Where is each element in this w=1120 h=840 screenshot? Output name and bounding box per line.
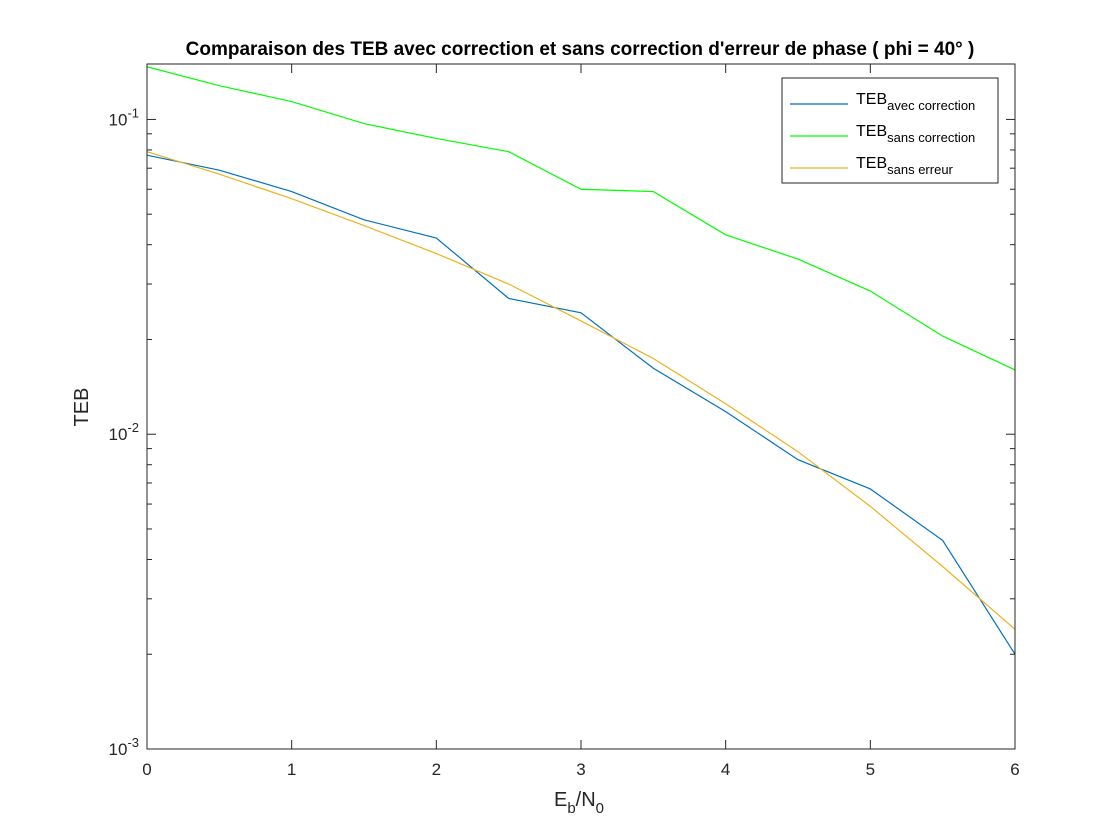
plot-frame xyxy=(146,63,1016,750)
x-tick-label: 1 xyxy=(287,760,296,779)
x-axis-label: Eb/N0 xyxy=(554,789,604,817)
y-ticks: 10-3 10-2 10-1 xyxy=(109,105,1015,759)
series-line-2 xyxy=(146,151,1016,630)
series-line-1 xyxy=(146,66,1016,371)
y-tick-label: 10-3 xyxy=(109,735,139,759)
x-tick-label: 5 xyxy=(866,760,875,779)
x-axis-label-mid: /N xyxy=(576,789,596,811)
x-tick-label: 6 xyxy=(1010,760,1019,779)
legend-entry-1: TEBsans correction xyxy=(856,123,975,145)
legend: TEBavec correction TEBsans correction TEBs… xyxy=(781,77,999,184)
x-axis-label-main: E xyxy=(554,789,567,811)
y-axis-label: TEB xyxy=(71,388,93,427)
legend-entry-0: TEBavec correction xyxy=(856,91,975,113)
x-tick-label: 2 xyxy=(432,760,441,779)
legend-entry-2: TEBsans erreur xyxy=(856,155,954,177)
minor-ticks xyxy=(147,133,1015,655)
x-tick-label: 4 xyxy=(721,760,730,779)
x-tick-label: 0 xyxy=(142,760,151,779)
legend-box xyxy=(781,77,999,184)
x-tick-label: 3 xyxy=(576,760,585,779)
series-line-0 xyxy=(146,154,1016,655)
x-axis-label-sub1: b xyxy=(567,800,575,817)
chart-title: Comparaison des TEB avec correction et s… xyxy=(186,39,975,60)
y-tick-label: 10-1 xyxy=(109,105,139,129)
x-ticks: 0 1 2 3 4 5 6 xyxy=(142,64,1020,779)
y-tick-label: 10-2 xyxy=(109,420,139,444)
x-axis-label-sub2: 0 xyxy=(596,800,604,817)
series-layer xyxy=(146,66,1016,655)
